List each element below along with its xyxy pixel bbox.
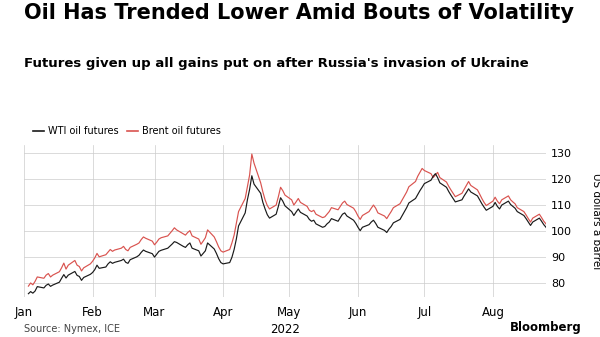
Text: Bloomberg: Bloomberg	[510, 320, 582, 334]
Text: Source: Nymex, ICE: Source: Nymex, ICE	[24, 324, 120, 334]
Text: Oil Has Trended Lower Amid Bouts of Volatility: Oil Has Trended Lower Amid Bouts of Vola…	[24, 3, 574, 23]
Legend: WTI oil futures, Brent oil futures: WTI oil futures, Brent oil futures	[29, 122, 225, 140]
Text: Futures given up all gains put on after Russia's invasion of Ukraine: Futures given up all gains put on after …	[24, 57, 529, 70]
Y-axis label: US dollars a barrel: US dollars a barrel	[592, 173, 600, 269]
X-axis label: 2022: 2022	[270, 324, 300, 336]
